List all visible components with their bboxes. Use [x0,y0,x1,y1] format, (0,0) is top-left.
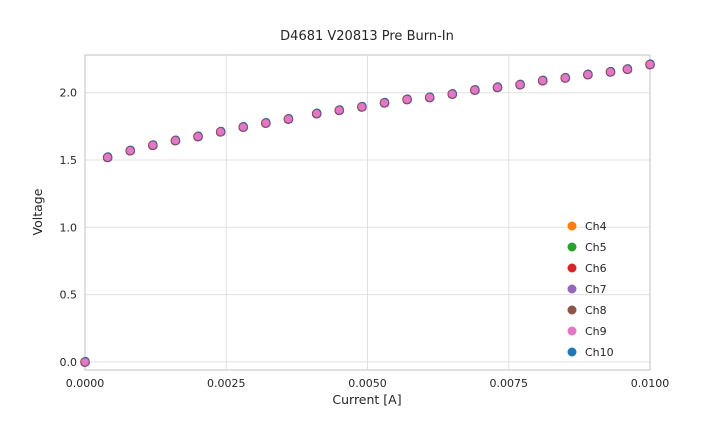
data-point [492,82,503,93]
legend-swatch [567,347,577,357]
grid-layer [84,54,651,371]
data-point [80,357,90,367]
data-point [424,92,435,103]
data-point [261,118,271,128]
data-point [515,79,525,90]
data-point [215,127,226,137]
legend-label: Ch9 [585,325,607,338]
x-tick-label: 0.0050 [348,377,387,390]
legend-item-ch9: Ch9 [567,325,607,338]
x-tick-label: 0.0075 [490,377,529,390]
data-point [379,98,390,108]
data-points-layer [80,59,655,367]
data-point [583,69,593,80]
legend-item-ch4: Ch4 [567,220,607,233]
data-point [238,122,248,132]
y-tick-label: 0.5 [60,289,78,302]
legend-label: Ch10 [585,346,614,359]
data-point [311,108,322,119]
legend-label: Ch6 [585,262,607,275]
y-tick-label: 0.0 [60,356,78,369]
legend-label: Ch7 [585,283,607,296]
legend-item-ch7: Ch7 [567,283,607,296]
legend-item-ch5: Ch5 [567,241,607,254]
data-point [170,135,181,146]
legend-label: Ch8 [585,304,607,317]
legend-label: Ch4 [585,220,607,233]
data-point [622,64,633,74]
data-point [193,131,203,142]
data-point [447,89,457,99]
legend-swatch [567,326,577,336]
legend-swatch [567,305,577,315]
data-point [148,140,158,150]
legend-swatch [567,284,577,294]
legend-swatch [567,221,577,231]
legend-item-ch10: Ch10 [567,346,614,359]
data-point [560,73,570,83]
plot-border [84,54,651,371]
x-tick-label: 0.0000 [66,377,105,390]
legend-item-ch6: Ch6 [567,262,607,275]
y-tick-label: 1.0 [60,221,78,234]
x-tick-label: 0.0100 [631,377,670,390]
chart-title: D4681 V20813 Pre Burn-In [280,29,454,44]
data-point [283,114,294,124]
data-point [605,67,616,77]
y-tick-label: 1.5 [60,154,78,167]
y-axis-label: Voltage [30,188,45,235]
data-point [645,59,655,70]
x-tick-label: 0.0025 [207,377,246,390]
legend: Ch4 Ch5 Ch6 Ch7 Ch8 Ch9 Ch10 [567,220,614,359]
data-point [470,85,480,95]
series-Ch9 [80,59,655,367]
legend-item-ch8: Ch8 [567,304,607,317]
data-point [402,94,412,105]
legend-swatch [567,263,577,273]
x-axis-label: Current [A] [332,392,401,407]
legend-label: Ch5 [585,241,607,254]
tick-labels-layer: 0.0000 0.0025 0.0050 0.0075 0.0100 0.0 0.5 1.0 1… [60,87,670,390]
y-tick-label: 2.0 [60,87,78,100]
data-point [334,105,344,115]
data-point [357,102,367,112]
data-point [125,145,135,156]
legend-swatch [567,242,577,252]
series-Ch4 [80,59,654,366]
series-Ch7 [81,60,655,367]
data-point [102,152,113,163]
data-point [537,75,548,86]
